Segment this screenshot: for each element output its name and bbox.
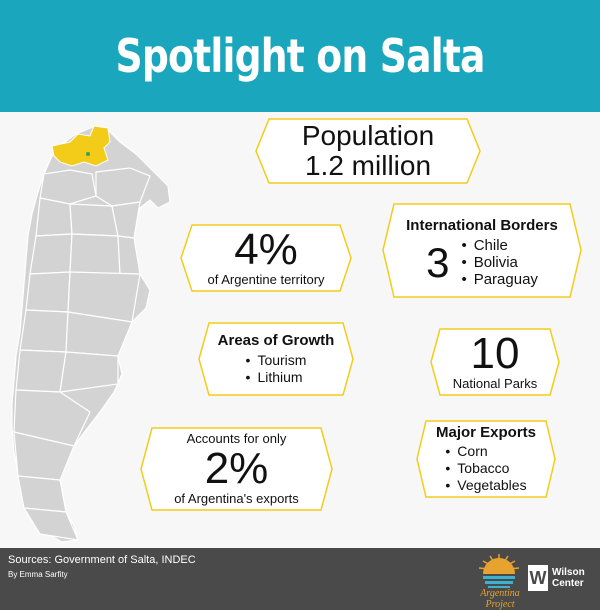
salta-region: [51, 125, 111, 167]
sources-text: Sources: Government of Salta, INDEC: [8, 554, 196, 566]
list-item: Bolivia: [461, 254, 537, 271]
wilson-center-logo: W Wilson Center: [528, 558, 598, 598]
list-item: Chile: [461, 237, 537, 254]
byline-text: By Emma Sarfity: [8, 570, 68, 579]
argentina-map-icon: [11, 125, 171, 543]
hexagon-frame-icon: [430, 328, 560, 396]
borders-count: 3: [426, 238, 450, 286]
hexagon-frame-icon: [140, 427, 333, 511]
argentina-project-line2: Project: [485, 599, 515, 610]
exports-share-card: Accounts for only 2% of Argentina's expo…: [140, 427, 333, 511]
parks-value: 10: [470, 329, 520, 378]
wilson-line1: Wilson: [552, 567, 585, 578]
borders-heading: International Borders: [406, 217, 558, 234]
argentina-project-logo-text: Argentina Project: [466, 588, 534, 610]
borders-list: Chile Bolivia Paraguay: [461, 237, 538, 288]
growth-card: Areas of Growth Tourism Lithium: [198, 322, 354, 396]
list-item: Corn: [445, 443, 526, 460]
list-item: Vegetables: [445, 477, 526, 494]
hexagon-frame-icon: [255, 118, 481, 184]
list-item: Paraguay: [461, 271, 538, 288]
exports-share-prefix: Accounts for only: [186, 431, 287, 446]
major-exports-list: Corn Tobacco Vegetables: [445, 443, 526, 494]
exports-share-suffix: of Argentina's exports: [174, 491, 299, 506]
page-title: Spotlight on Salta: [115, 29, 485, 83]
territory-value: 4%: [234, 225, 298, 274]
population-label: Population: [301, 120, 435, 151]
territory-label: of Argentine territory: [207, 272, 325, 287]
borders-card: International Borders 3 Chile Bolivia Pa…: [382, 203, 582, 298]
list-item: Tobacco: [445, 460, 526, 477]
territory-card: 4% of Argentine territory: [180, 224, 352, 292]
list-item: Lithium: [246, 369, 307, 386]
list-item: Tourism: [246, 352, 306, 369]
growth-list: Tourism Lithium: [246, 352, 307, 386]
major-exports-heading: Major Exports: [435, 424, 537, 441]
growth-heading: Areas of Growth: [217, 332, 335, 349]
wilson-center-w-icon: W: [528, 565, 548, 591]
parks-label: National Parks: [452, 376, 538, 391]
major-exports-card: Major Exports Corn Tobacco Vegetables: [416, 420, 556, 498]
header-banner: Spotlight on Salta: [0, 0, 600, 112]
population-card: Population 1.2 million: [255, 118, 481, 184]
wilson-line2: Center: [552, 578, 584, 589]
hexagon-frame-icon: [180, 224, 352, 292]
footer: Sources: Government of Salta, INDEC By E…: [0, 548, 600, 610]
parks-card: 10 National Parks: [430, 328, 560, 396]
argentina-project-sun-logo-icon: [478, 554, 520, 588]
argentina-project-line1: Argentina: [480, 588, 520, 599]
population-value: 1.2 million: [304, 150, 432, 181]
exports-share-value: 2%: [204, 444, 269, 493]
